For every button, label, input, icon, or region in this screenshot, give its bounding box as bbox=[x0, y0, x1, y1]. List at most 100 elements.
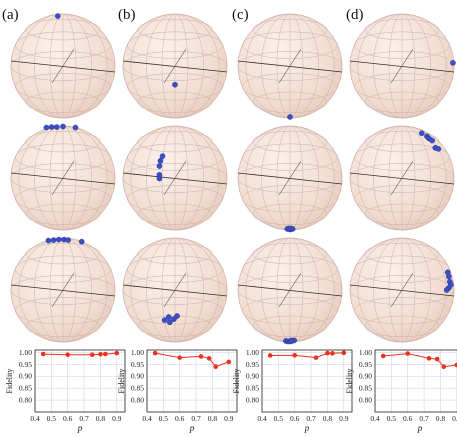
plot-frame bbox=[374, 349, 457, 413]
x-axis-label: p bbox=[189, 423, 195, 433]
x-tick-label: 0.6 bbox=[175, 414, 185, 423]
bloch-point bbox=[165, 314, 172, 320]
x-tick-label: 0.4 bbox=[142, 414, 152, 423]
fidelity-point bbox=[177, 355, 183, 360]
fidelity-point bbox=[103, 351, 108, 357]
fidelity-point bbox=[226, 359, 232, 365]
x-tick-label: 0.8 bbox=[208, 414, 218, 423]
x-tick-label: 0.5 bbox=[159, 414, 169, 423]
y-tick-label: 1.00 bbox=[19, 348, 32, 357]
bloch-point bbox=[156, 163, 163, 169]
y-axis-line bbox=[278, 48, 302, 84]
fidelity-point bbox=[213, 364, 219, 369]
fidelity-point bbox=[40, 351, 46, 357]
y-axis-line bbox=[51, 272, 75, 308]
bloch-point bbox=[435, 146, 442, 152]
bloch-sphere bbox=[10, 236, 116, 343]
bloch-point bbox=[161, 317, 168, 323]
fidelity-point bbox=[89, 352, 95, 358]
bloch-point bbox=[418, 130, 425, 137]
y-axis-line bbox=[390, 272, 414, 308]
fidelity-point bbox=[426, 356, 432, 361]
fidelity-point bbox=[292, 352, 298, 358]
bloch-point bbox=[443, 287, 450, 293]
fidelity-plot: 0.80 0.85 0.90 0.95 1.00 0.4 0.5 0.6 0.7 0.8 0.9 Fi… bbox=[117, 348, 238, 433]
x-tick-label: 0.7 bbox=[191, 414, 201, 423]
bloch-sphere bbox=[10, 13, 116, 119]
bloch-point bbox=[156, 175, 163, 182]
fidelity-plot: 0.80 0.85 0.90 0.95 1.00 0.4 0.5 0.6 0.7 0.8 0.9 Fi… bbox=[232, 348, 353, 433]
x-tick-label: 0.5 bbox=[387, 414, 397, 423]
y-tick-label: 0.80 bbox=[19, 396, 32, 405]
bloch-sphere bbox=[237, 13, 343, 120]
bloch-point bbox=[287, 114, 293, 120]
y-tick-label: 0.90 bbox=[246, 372, 259, 381]
plot-frame bbox=[34, 349, 126, 413]
x-axis-label: p bbox=[417, 423, 423, 433]
x-tick-label: 0.6 bbox=[290, 414, 300, 423]
x-tick-label: 0.7 bbox=[79, 414, 89, 423]
bloch-point bbox=[65, 237, 71, 243]
x-tick-label: 0.6 bbox=[403, 414, 413, 423]
bloch-sphere bbox=[122, 13, 228, 119]
x-tick-label: 0.4 bbox=[30, 414, 40, 423]
x-tick-label: 0.5 bbox=[274, 414, 284, 423]
bloch-sphere bbox=[122, 237, 228, 343]
fidelity-point bbox=[341, 350, 347, 356]
fidelity-line bbox=[155, 352, 229, 368]
x-tick-label: 0.7 bbox=[419, 414, 429, 423]
bloch-point bbox=[174, 313, 180, 319]
bloch-sphere bbox=[10, 123, 116, 231]
y-axis-line bbox=[163, 48, 187, 84]
x-tick-label: 0.9 bbox=[112, 414, 122, 423]
bloch-sphere bbox=[237, 237, 343, 345]
x-tick-label: 0.4 bbox=[257, 414, 267, 423]
fidelity-point bbox=[434, 356, 440, 362]
bloch-point bbox=[48, 124, 55, 130]
bloch-point bbox=[429, 137, 435, 144]
bloch-point bbox=[60, 123, 66, 130]
fidelity-point bbox=[98, 351, 103, 357]
y-tick-label: 1.00 bbox=[246, 348, 259, 357]
bloch-point bbox=[159, 153, 166, 159]
x-tick-label: 0.8 bbox=[96, 414, 106, 423]
y-tick-label: 0.80 bbox=[359, 396, 372, 405]
x-tick-label: 0.4 bbox=[370, 414, 380, 423]
panel-label: (c) bbox=[232, 7, 249, 23]
plot-frame bbox=[146, 349, 238, 413]
y-axis-line bbox=[51, 160, 75, 196]
y-tick-label: 1.00 bbox=[131, 348, 144, 357]
y-axis-line bbox=[51, 48, 75, 84]
y-tick-label: 0.80 bbox=[131, 396, 144, 405]
bloch-point bbox=[50, 237, 57, 243]
fidelity-point bbox=[454, 362, 457, 368]
y-axis-label: Fidelity bbox=[345, 369, 354, 394]
x-axis-label: p bbox=[77, 423, 83, 433]
y-tick-label: 0.95 bbox=[131, 360, 144, 369]
fidelity-point bbox=[405, 351, 411, 356]
fidelity-point bbox=[380, 353, 386, 359]
fidelity-point bbox=[206, 356, 212, 361]
y-axis-line bbox=[163, 160, 187, 196]
y-axis-line bbox=[390, 160, 414, 196]
bloch-point bbox=[45, 237, 52, 244]
y-tick-label: 0.90 bbox=[359, 372, 372, 381]
y-tick-label: 1.00 bbox=[359, 348, 372, 357]
bloch-point bbox=[72, 124, 79, 131]
y-tick-label: 0.85 bbox=[246, 384, 259, 393]
plot-frame bbox=[261, 349, 353, 413]
bloch-sphere bbox=[237, 125, 343, 233]
bloch-sphere bbox=[349, 237, 455, 343]
fidelity-plot: 0.80 0.85 0.90 0.95 1.00 0.4 0.5 0.6 0.7 0.8 0.9 Fi… bbox=[5, 348, 126, 433]
fidelity-point bbox=[330, 351, 335, 356]
y-tick-label: 0.85 bbox=[19, 384, 32, 393]
bloch-point bbox=[285, 225, 292, 232]
x-tick-label: 0.8 bbox=[323, 414, 333, 423]
y-axis-line bbox=[390, 48, 414, 84]
bloch-point bbox=[43, 124, 50, 131]
bloch-point bbox=[53, 124, 60, 130]
y-axis-label: Fidelity bbox=[5, 369, 14, 394]
x-tick-label: 0.6 bbox=[63, 414, 73, 423]
x-axis-label: p bbox=[304, 423, 310, 433]
bloch-sphere bbox=[122, 125, 228, 231]
